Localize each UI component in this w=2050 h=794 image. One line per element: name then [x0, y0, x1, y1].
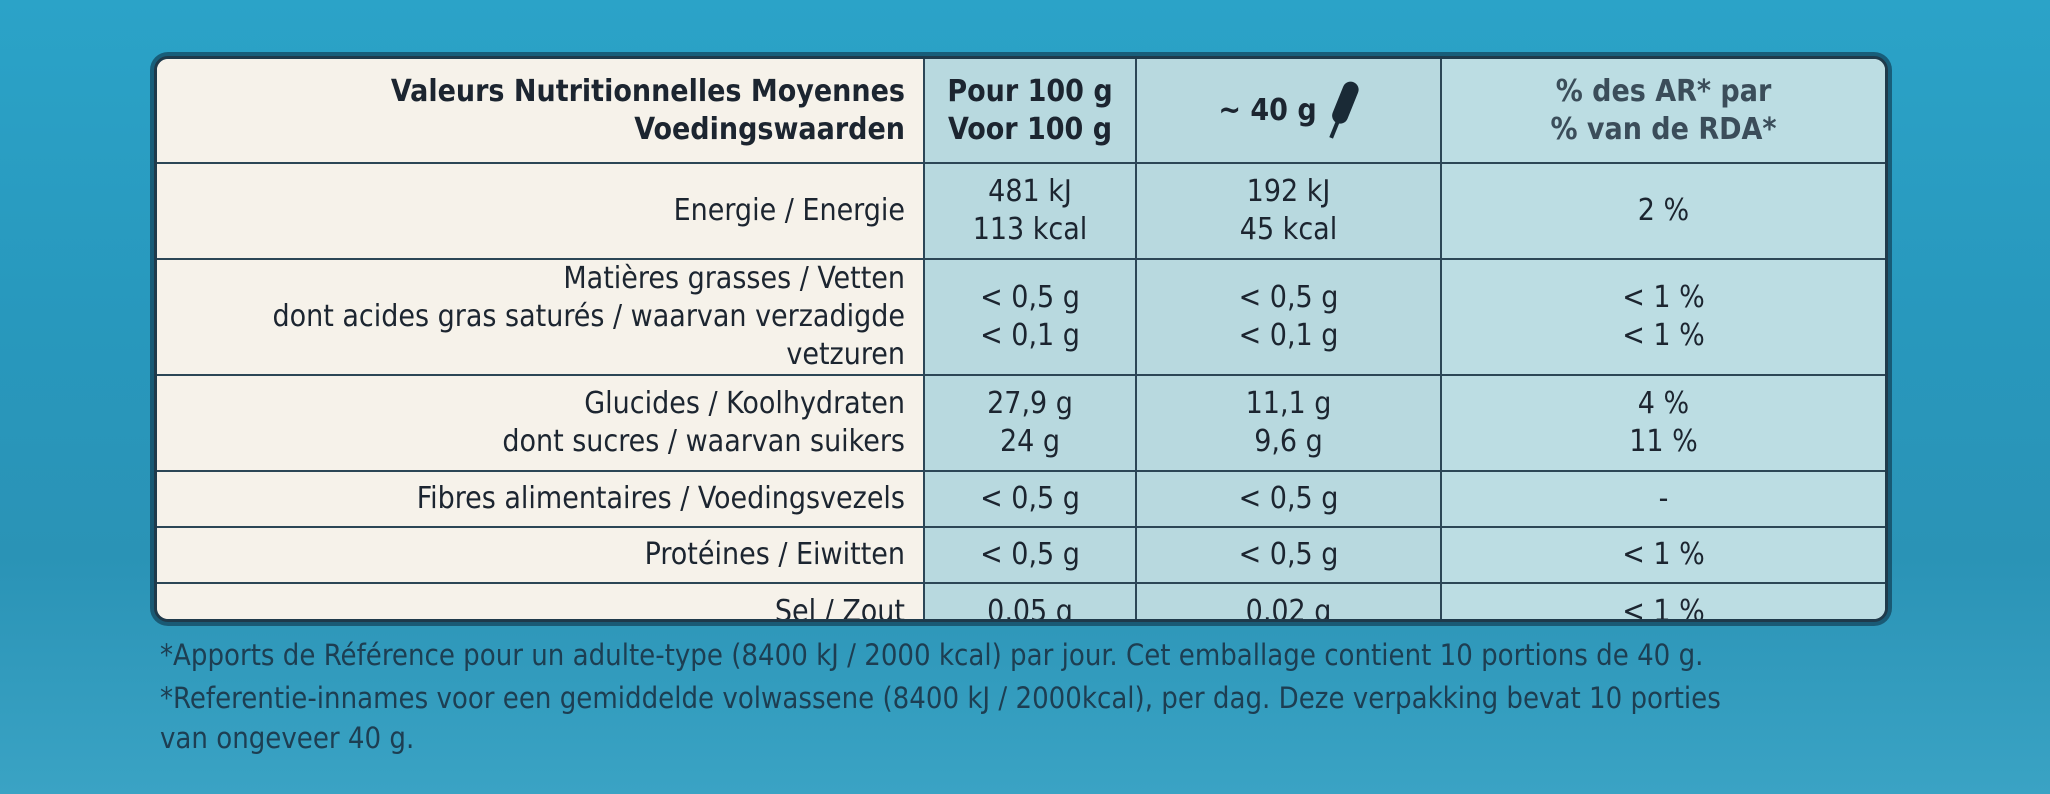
row-carbohydrates: Glucides / Koolhydraten dont sucres / wa… [157, 375, 1885, 472]
value-portion: < 0,5 g [1136, 471, 1442, 528]
label-line: Fibres alimentaires / Voedingsvezels [416, 481, 905, 516]
header-portion-label: ~ 40 g [1218, 92, 1317, 128]
value-line: - [1658, 481, 1669, 516]
label-line: Matières grasses / Vetten [563, 261, 905, 296]
header-row: Valeurs Nutritionnelles Moyennes Voeding… [157, 59, 1885, 164]
value-per-100g: < 0,5 g < 0,1 g [924, 259, 1137, 376]
row-salt: Sel / Zout 0,05 g 0,02 g < 1 % [157, 583, 1885, 622]
value-line: < 0,5 g [1238, 537, 1339, 572]
value-per-100g: 27,9 g 24 g [924, 375, 1137, 472]
value-line: 24 g [999, 424, 1061, 459]
header-per-100g: Pour 100 g Voor 100 g [924, 59, 1137, 164]
header-title-fr: Valeurs Nutritionnelles Moyennes [390, 73, 905, 109]
value-line: 45 kcal [1239, 212, 1338, 247]
value-line: < 1 % [1622, 280, 1705, 315]
value-line: 192 kJ [1246, 174, 1331, 209]
value-line: < 1 % [1622, 537, 1705, 572]
label-line: dont acides gras saturés / waarvan verza… [272, 299, 905, 372]
value-line: < 0,5 g [980, 280, 1080, 315]
value-line: < 0,5 g [1238, 280, 1339, 315]
value-per-100g: < 0,5 g [924, 527, 1137, 584]
value-line: < 1 % [1622, 318, 1705, 353]
value-line: 11,1 g [1245, 386, 1332, 421]
value-line: 0,02 g [1245, 593, 1332, 622]
label-line: Protéines / Eiwitten [644, 537, 905, 572]
value-per-100g: 481 kJ 113 kcal [924, 163, 1137, 260]
value-portion: < 0,5 g < 0,1 g [1136, 259, 1442, 376]
value-portion: 11,1 g 9,6 g [1136, 375, 1442, 472]
header-rda-nl: % van de RDA* [1550, 111, 1777, 147]
value-line: 113 kcal [972, 212, 1088, 247]
row-energy: Energie / Energie 481 kJ 113 kcal 192 kJ… [157, 163, 1885, 260]
value-portion: 0,02 g [1136, 583, 1442, 622]
header-title: Valeurs Nutritionnelles Moyennes Voeding… [157, 59, 925, 164]
value-line: 2 % [1637, 193, 1690, 228]
header-title-nl: Voedingswaarden [634, 111, 905, 147]
value-per-100g: 0,05 g [924, 583, 1137, 622]
row-label: Matières grasses / Vetten dont acides gr… [157, 259, 925, 376]
value-portion: < 0,5 g [1136, 527, 1442, 584]
label-line: Sel / Zout [774, 593, 905, 622]
value-line: 11 % [1629, 424, 1698, 459]
header-rda-fr: % des AR* par [1555, 73, 1772, 109]
value-portion: 192 kJ 45 kcal [1136, 163, 1442, 260]
ice-pop-icon [1325, 76, 1359, 146]
value-per-100g: < 0,5 g [924, 471, 1137, 528]
row-label: Sel / Zout [157, 583, 925, 622]
value-rda: - [1441, 471, 1885, 528]
footnote-nl: *Referentie-innames voor een gemiddelde … [160, 681, 1721, 715]
footnote-fr: *Apports de Référence pour un adulte-typ… [160, 638, 1704, 672]
row-fat: Matières grasses / Vetten dont acides gr… [157, 259, 1885, 376]
value-line: 481 kJ [988, 174, 1072, 209]
value-rda: < 1 % [1441, 527, 1885, 584]
label-line: dont sucres / waarvan suikers [502, 424, 905, 459]
row-label: Glucides / Koolhydraten dont sucres / wa… [157, 375, 925, 472]
value-line: 9,6 g [1254, 424, 1323, 459]
value-line: < 0,5 g [980, 537, 1080, 572]
header-rda: % des AR* par % van de RDA* [1441, 59, 1885, 164]
header-per-100g-nl: Voor 100 g [947, 111, 1113, 147]
value-line: 4 % [1637, 386, 1690, 421]
label-line: Glucides / Koolhydraten [584, 386, 905, 421]
value-line: < 0,1 g [980, 318, 1080, 353]
value-line: < 1 % [1622, 593, 1705, 622]
header-portion: ~ 40 g [1136, 59, 1442, 164]
value-rda: < 1 % [1441, 583, 1885, 622]
row-label: Fibres alimentaires / Voedingsvezels [157, 471, 925, 528]
value-line: 27,9 g [987, 386, 1073, 421]
row-protein: Protéines / Eiwitten < 0,5 g < 0,5 g < 1… [157, 527, 1885, 584]
header-per-100g-fr: Pour 100 g [947, 73, 1113, 109]
value-rda: 4 % 11 % [1441, 375, 1885, 472]
value-line: < 0,5 g [1238, 481, 1339, 516]
row-label: Energie / Energie [157, 163, 925, 260]
value-rda: 2 % [1441, 163, 1885, 260]
row-label: Protéines / Eiwitten [157, 527, 925, 584]
nutrition-grid: Valeurs Nutritionnelles Moyennes Voeding… [157, 59, 1885, 622]
footnote-nl-continued: van ongeveer 40 g. [160, 721, 415, 755]
row-fibre: Fibres alimentaires / Voedingsvezels < 0… [157, 471, 1885, 528]
value-line: 0,05 g [987, 593, 1073, 622]
label-line: Energie / Energie [673, 193, 905, 228]
value-rda: < 1 % < 1 % [1441, 259, 1885, 376]
value-line: < 0,5 g [980, 481, 1080, 516]
nutrition-table: Valeurs Nutritionnelles Moyennes Voeding… [154, 56, 1888, 622]
value-line: < 0,1 g [1238, 318, 1339, 353]
